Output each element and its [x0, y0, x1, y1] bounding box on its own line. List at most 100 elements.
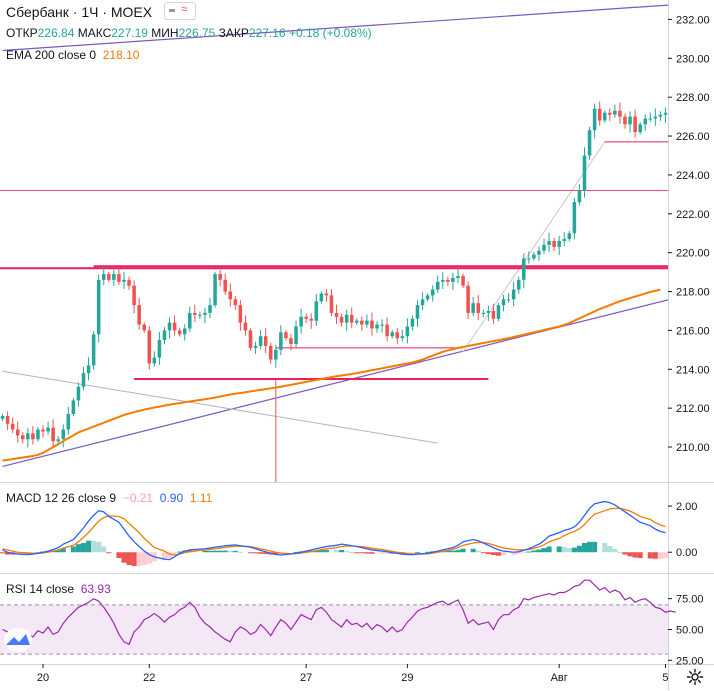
macd-histogram-bar — [101, 546, 107, 553]
candle-body — [602, 112, 607, 121]
low-value: 226.75 — [178, 26, 216, 40]
macd-histogram-bar — [571, 547, 577, 553]
candle-body — [542, 244, 546, 251]
candle-body — [299, 316, 303, 327]
candle-body — [420, 299, 425, 306]
macd-histogram-bar — [511, 552, 517, 555]
legend-toggle-pill[interactable]: ≈ — [164, 2, 197, 21]
candle-body — [167, 322, 172, 331]
candle-body — [172, 322, 177, 331]
candle-body — [198, 314, 202, 316]
candle-body — [182, 328, 187, 335]
candle-body — [400, 336, 405, 339]
macd-histogram-bar — [318, 550, 324, 553]
ema-legend-value: 218.10 — [102, 48, 140, 62]
settings-button[interactable] — [686, 668, 704, 686]
macd-histogram-bar — [237, 551, 243, 553]
macd-histogram-bar — [91, 540, 97, 553]
ema-legend-label: EMA 200 close 0 — [6, 48, 97, 62]
candle-body — [623, 116, 627, 125]
candle-body — [653, 116, 658, 119]
macd-histogram-bar — [470, 548, 476, 553]
macd-histogram-bar — [587, 541, 593, 553]
macd-histogram-bar — [258, 552, 264, 554]
price-tick-label: 216.00 — [676, 325, 710, 337]
macd-histogram-bar — [516, 552, 522, 555]
rsi-legend-label: RSI 14 close — [6, 582, 75, 596]
macd-legend[interactable]: MACD 12 26 close 9 −0.21 0.90 1.11 — [6, 491, 212, 505]
tradingview-logo[interactable] — [4, 628, 32, 652]
ema-legend[interactable]: EMA 200 close 0 218.10 — [6, 48, 139, 62]
candle-body — [618, 110, 622, 117]
symbol-title[interactable]: Сбербанк · 1Ч · MOEX — [6, 4, 153, 20]
candle-body — [339, 316, 344, 323]
candle-body — [425, 295, 430, 300]
macd-hist-value: −0.21 — [122, 491, 154, 505]
macd-histogram-bar — [202, 550, 208, 553]
open-label: ОТКР — [6, 26, 38, 40]
price-tick-label: 230.00 — [676, 53, 710, 65]
candle-body — [446, 279, 450, 282]
macd-histogram-bar — [177, 551, 183, 553]
candle-body — [451, 277, 455, 282]
macd-histogram-bar — [131, 552, 137, 567]
candle-body — [56, 439, 60, 442]
time-axis[interactable]: 20 22 27 29 Авг 5 — [37, 664, 669, 684]
change-value: +0.18 (+0.08%) — [288, 26, 372, 40]
candles[interactable] — [0, 101, 668, 449]
macd-panel — [0, 500, 668, 567]
macd-histogram-bar — [475, 550, 481, 553]
macd-histogram-bar — [141, 552, 147, 565]
macd-histogram-bar — [495, 552, 501, 556]
price-tick-label: 210.00 — [676, 442, 710, 454]
candle-body — [188, 312, 192, 329]
time-tick-label: 20 — [37, 672, 49, 684]
macd-histogram-bar — [207, 550, 213, 553]
candle-body — [51, 427, 55, 442]
macd-histogram-bar — [460, 548, 466, 553]
drawing-lines[interactable] — [0, 4, 686, 482]
candle-body — [643, 118, 647, 125]
macd-histogram-bar — [521, 552, 527, 554]
macd-histogram-bar — [349, 552, 355, 553]
low-label: МИН — [151, 26, 179, 40]
macd-signal-value: 1.11 — [189, 491, 213, 505]
price-axis[interactable]: 210.00 212.00 214.00 216.00 218.00 220.00 222.… — [668, 14, 710, 667]
macd-line — [2, 500, 666, 561]
macd-histogram-bar — [192, 550, 198, 553]
candle-body — [147, 330, 152, 364]
candle-body — [10, 423, 15, 430]
macd-histogram-bar — [652, 552, 658, 559]
macd-histogram-bar — [526, 551, 532, 553]
candle-body — [101, 274, 106, 280]
candle-body — [96, 279, 101, 335]
macd-histogram-bar — [647, 552, 653, 559]
macd-histogram-bar — [450, 550, 456, 553]
symbol-legend[interactable]: Сбербанк · 1Ч · MOEX ≈ — [6, 2, 197, 22]
macd-histogram-bar — [556, 546, 562, 553]
candle-body — [344, 314, 349, 323]
macd-histogram-bar — [106, 552, 112, 554]
macd-histogram-bar — [217, 550, 223, 553]
candle-body — [597, 108, 602, 121]
candle-body — [162, 330, 167, 341]
candle-body — [365, 320, 369, 325]
candle-body — [41, 429, 45, 432]
candle-body — [213, 274, 217, 306]
candle-body — [122, 279, 126, 282]
macd-histogram-bar — [126, 552, 132, 565]
minus-icon — [169, 9, 176, 13]
candle-body — [522, 258, 526, 280]
candle-body — [177, 330, 182, 335]
candle-body — [304, 316, 308, 319]
rsi-legend[interactable]: RSI 14 close 63.93 — [6, 582, 111, 596]
candle-body — [263, 336, 268, 346]
candle-body — [228, 291, 233, 300]
macd-histogram-bar — [455, 549, 461, 553]
macd-histogram-bar — [167, 552, 173, 558]
candle-body — [238, 305, 243, 323]
trend-line — [462, 141, 606, 353]
candle-body — [577, 190, 582, 203]
price-tick-label: 228.00 — [676, 92, 710, 104]
